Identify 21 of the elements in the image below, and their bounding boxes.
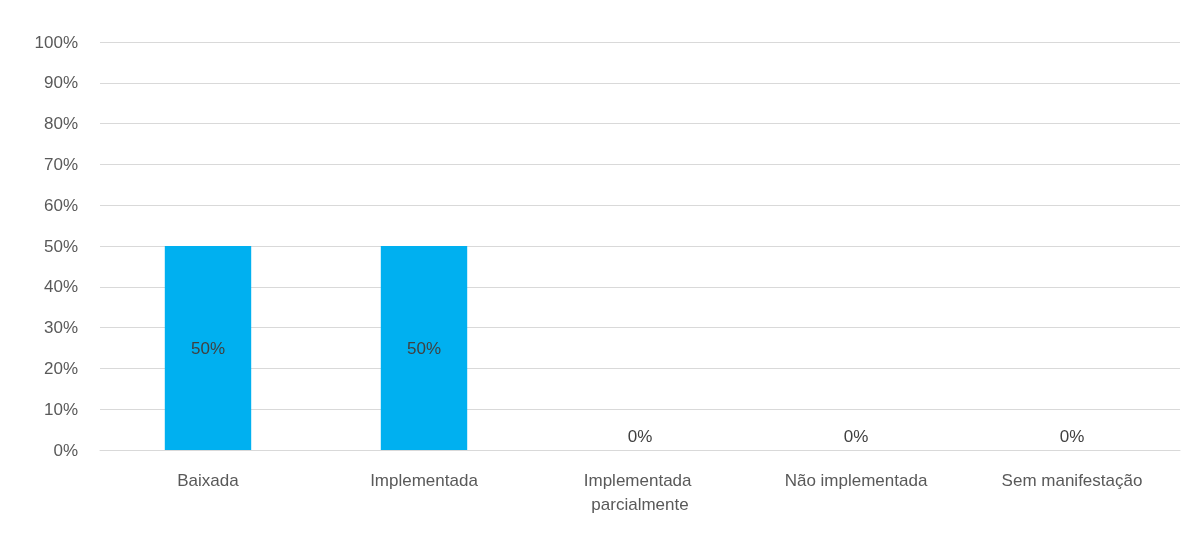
x-tick-label: Implementada bbox=[370, 470, 479, 490]
y-tick-label: 70% bbox=[43, 154, 78, 174]
y-tick-label: 30% bbox=[43, 318, 78, 338]
data-label: 0% bbox=[843, 427, 869, 446]
y-tick-label: 40% bbox=[43, 277, 78, 297]
y-tick-label: 0% bbox=[53, 440, 78, 460]
x-tick-label: Baixada bbox=[177, 470, 240, 490]
data-label: 0% bbox=[627, 427, 653, 446]
x-tick-label: Não implementada bbox=[784, 470, 928, 490]
y-tick-label: 20% bbox=[43, 358, 78, 378]
data-label: 50% bbox=[406, 338, 442, 358]
data-label: 0% bbox=[1059, 427, 1085, 446]
y-tick-label: 90% bbox=[43, 73, 78, 93]
x-tick-label: Implementada parcialmente bbox=[583, 470, 697, 514]
y-tick-label: 100% bbox=[34, 32, 78, 52]
y-tick-label: 60% bbox=[43, 195, 78, 215]
data-label: 50% bbox=[190, 338, 226, 358]
y-tick-label: 80% bbox=[43, 114, 78, 134]
x-tick-label: Sem manifestação bbox=[1001, 470, 1143, 490]
y-tick-label: 50% bbox=[43, 236, 78, 256]
y-tick-label: 10% bbox=[43, 399, 78, 419]
